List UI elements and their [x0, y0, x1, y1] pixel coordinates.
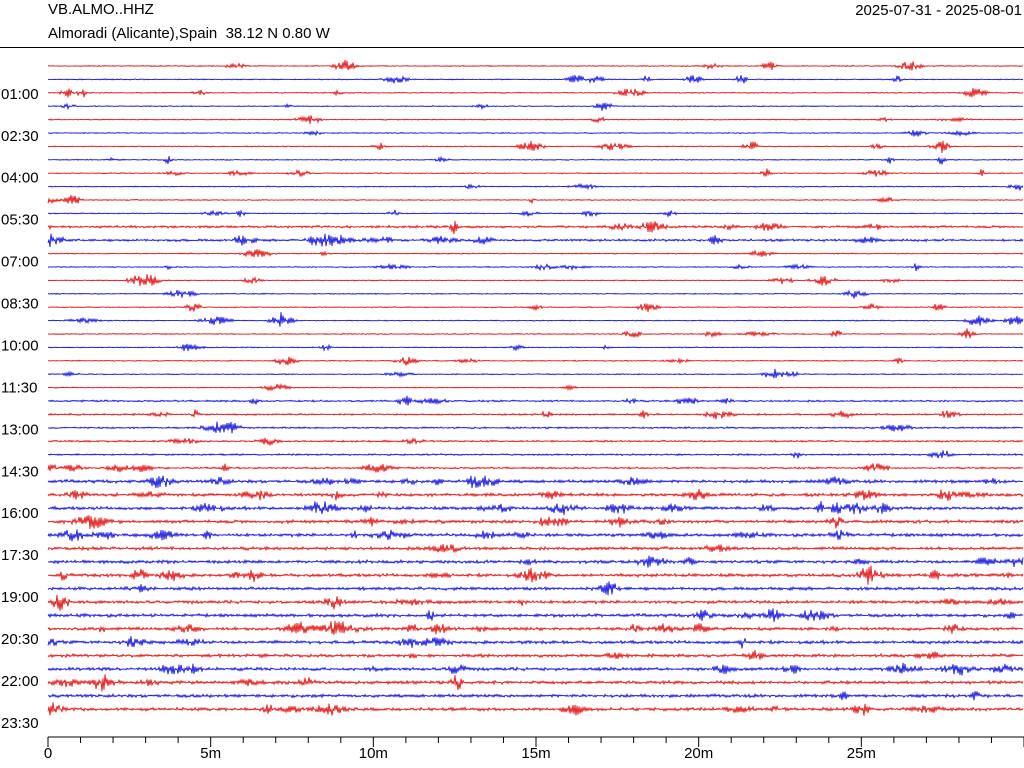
trace-row-48 — [47, 691, 1024, 701]
trace-row-26 — [47, 395, 1024, 406]
trace-row-34 — [47, 501, 1024, 516]
trace-row-36 — [47, 529, 1024, 542]
hour-label-1600: 16:00 — [1, 505, 39, 522]
hour-label-0230: 02:30 — [1, 128, 39, 145]
trace-row-31 — [47, 463, 1024, 473]
hour-label-1730: 17:30 — [1, 547, 39, 564]
trace-row-13 — [47, 220, 1024, 235]
trace-row-24 — [47, 368, 1024, 379]
trace-row-20 — [47, 312, 1024, 327]
trace-row-17 — [47, 274, 1024, 286]
trace-row-16 — [47, 262, 1024, 272]
hour-label-1900: 19:00 — [1, 589, 39, 606]
trace-row-8 — [47, 155, 1024, 165]
trace-row-9 — [47, 168, 1024, 178]
x-tick-label: 10m — [359, 745, 388, 762]
date-range: 2025-07-31 - 2025-08-01 — [855, 2, 1022, 19]
trace-row-44 — [47, 636, 1024, 649]
hour-label-1000: 10:00 — [1, 337, 39, 354]
trace-row-38 — [47, 555, 1024, 568]
hour-label-1300: 13:00 — [1, 421, 39, 438]
trace-row-10 — [47, 182, 1024, 191]
trace-row-39 — [47, 565, 1024, 585]
trace-row-35 — [47, 515, 1024, 529]
trace-row-7 — [47, 140, 1024, 153]
trace-row-47 — [47, 674, 1024, 692]
hour-label-0830: 08:30 — [1, 295, 39, 312]
trace-row-27 — [47, 409, 1024, 420]
hour-label-0100: 01:00 — [1, 86, 39, 103]
x-tick-label: 20m — [684, 745, 713, 762]
trace-row-45 — [47, 649, 1024, 660]
trace-row-30 — [47, 450, 1024, 459]
station-code: VB.ALMO..HHZ — [48, 1, 154, 18]
trace-row-1 — [47, 59, 1024, 71]
trace-row-15 — [47, 249, 1024, 258]
trace-row-40 — [47, 581, 1024, 596]
hour-label-2030: 20:30 — [1, 631, 39, 648]
trace-row-6 — [47, 129, 1024, 137]
hour-label-0530: 05:30 — [1, 212, 39, 229]
trace-row-12 — [47, 209, 1024, 218]
trace-row-14 — [47, 233, 1024, 247]
x-tick-label: 15m — [521, 745, 550, 762]
trace-row-11 — [47, 194, 1024, 205]
trace-row-33 — [47, 488, 1024, 502]
trace-row-32 — [47, 475, 1024, 489]
trace-row-46 — [47, 662, 1024, 676]
x-tick-label: 0 — [44, 745, 52, 762]
trace-row-19 — [47, 302, 1024, 313]
x-tick-label: 25m — [847, 745, 876, 762]
header-divider — [0, 47, 1024, 48]
trace-row-37 — [47, 544, 1024, 554]
hour-label-0700: 07:00 — [1, 254, 39, 271]
trace-row-23 — [47, 356, 1024, 366]
trace-row-21 — [47, 328, 1024, 339]
hour-label-1130: 11:30 — [1, 379, 37, 396]
trace-row-43 — [47, 620, 1024, 635]
hour-label-0400: 04:00 — [1, 170, 39, 187]
trace-row-41 — [47, 594, 1024, 611]
trace-row-3 — [47, 87, 1024, 98]
x-tick-label: 5m — [200, 745, 221, 762]
trace-row-2 — [47, 75, 1024, 84]
trace-row-28 — [47, 421, 1024, 434]
trace-row-25 — [47, 383, 1024, 392]
hour-label-2200: 22:00 — [1, 673, 39, 690]
trace-row-42 — [47, 608, 1024, 623]
hour-label-1430: 14:30 — [1, 463, 39, 480]
trace-row-29 — [47, 437, 1024, 447]
trace-row-22 — [47, 343, 1024, 352]
hour-label-2330: 23:30 — [1, 715, 39, 732]
station-location: Almoradi (Alicante),Spain 38.12 N 0.80 W — [48, 25, 330, 42]
trace-row-18 — [47, 289, 1024, 299]
trace-row-4 — [47, 102, 1024, 111]
trace-row-5 — [47, 115, 1024, 125]
trace-row-49 — [47, 702, 1024, 716]
